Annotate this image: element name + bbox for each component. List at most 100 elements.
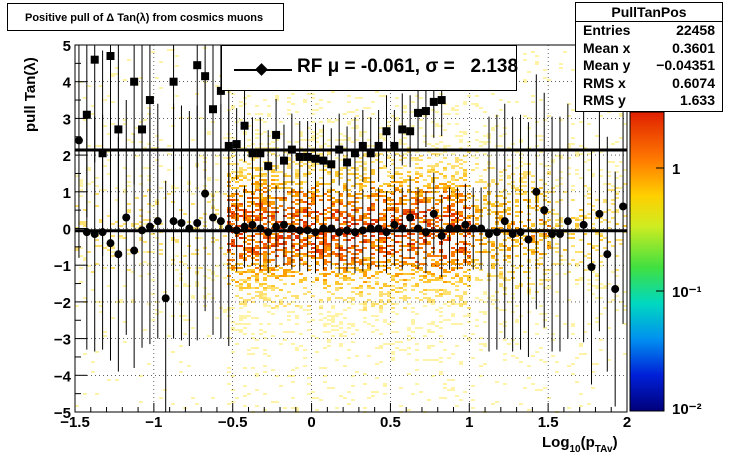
density-cell xyxy=(107,95,111,97)
density-cell xyxy=(407,327,411,329)
density-cell xyxy=(531,283,535,285)
density-cell xyxy=(239,317,243,319)
density-cell xyxy=(491,303,495,305)
density-cell xyxy=(311,93,315,95)
density-cell xyxy=(415,369,419,371)
density-cell xyxy=(343,397,347,399)
y-tick-label: 3 xyxy=(63,111,71,128)
stats-label: Entries xyxy=(583,22,631,38)
density-cell xyxy=(111,317,115,319)
density-cell xyxy=(103,267,107,269)
density-cell xyxy=(271,245,275,247)
density-cell xyxy=(507,257,511,259)
density-cell xyxy=(267,237,271,239)
density-cell xyxy=(263,253,267,255)
density-cell xyxy=(579,353,583,355)
density-cell xyxy=(607,359,611,361)
density-cell xyxy=(543,237,547,239)
density-cell xyxy=(339,245,343,247)
density-cell xyxy=(579,153,583,155)
density-cell xyxy=(291,275,295,277)
density-cell xyxy=(431,303,435,305)
density-cell xyxy=(431,135,435,137)
density-cell xyxy=(567,237,571,239)
density-cell xyxy=(563,249,567,251)
density-cell xyxy=(259,271,263,273)
density-cell xyxy=(439,357,443,359)
density-cell xyxy=(363,301,367,303)
density-cell xyxy=(115,67,119,69)
profile-point-circle xyxy=(130,246,139,255)
density-cell xyxy=(539,279,543,281)
density-cell xyxy=(299,147,303,149)
density-cell xyxy=(459,361,463,363)
density-cell xyxy=(419,299,423,301)
density-cell xyxy=(567,263,571,265)
density-cell xyxy=(343,279,347,281)
density-cell xyxy=(475,205,479,207)
density-cell xyxy=(131,225,135,227)
density-cell xyxy=(259,195,263,197)
density-cell xyxy=(543,195,547,197)
density-cell xyxy=(259,269,263,271)
density-cell xyxy=(347,111,351,113)
density-cell xyxy=(279,323,283,325)
density-cell xyxy=(283,339,287,341)
density-cell xyxy=(299,253,303,255)
density-cell xyxy=(439,315,443,317)
density-cell xyxy=(363,161,367,163)
density-cell xyxy=(359,287,363,289)
density-cell xyxy=(239,233,243,235)
density-cell xyxy=(559,157,563,159)
profile-point-square xyxy=(240,121,249,130)
density-cell xyxy=(223,277,227,279)
density-cell xyxy=(535,243,539,245)
density-cell xyxy=(371,263,375,265)
density-cell xyxy=(311,187,315,189)
density-cell xyxy=(407,211,411,213)
density-cell xyxy=(215,317,219,319)
density-cell xyxy=(255,317,259,319)
density-cell xyxy=(399,255,403,257)
x-axis-label: Log10(pTAv) xyxy=(542,434,618,455)
density-cell xyxy=(271,275,275,277)
density-cell xyxy=(251,257,255,259)
density-cell xyxy=(275,233,279,235)
density-cell xyxy=(519,403,523,405)
density-cell xyxy=(227,367,231,369)
density-cell xyxy=(207,177,211,179)
density-cell xyxy=(343,263,347,265)
density-cell xyxy=(579,177,583,179)
density-cell xyxy=(443,169,447,171)
density-cell xyxy=(243,323,247,325)
profile-point-circle xyxy=(532,187,541,196)
density-cell xyxy=(147,189,151,191)
density-cell xyxy=(315,189,319,191)
density-cell xyxy=(555,291,559,293)
density-cell xyxy=(587,189,591,191)
density-cell xyxy=(443,319,447,321)
density-cell xyxy=(519,361,523,363)
density-cell xyxy=(447,195,451,197)
density-cell xyxy=(595,317,599,319)
density-cell xyxy=(263,197,267,199)
density-cell xyxy=(247,239,251,241)
density-cell xyxy=(299,207,303,209)
density-cell xyxy=(443,147,447,149)
density-cell xyxy=(483,203,487,205)
density-cell xyxy=(243,169,247,171)
density-cell xyxy=(451,195,455,197)
density-cell xyxy=(455,405,459,407)
density-cell xyxy=(483,251,487,253)
density-cell xyxy=(123,79,127,81)
density-cell xyxy=(471,103,475,105)
density-cell xyxy=(339,333,343,335)
density-cell xyxy=(391,311,395,313)
density-cell xyxy=(327,299,331,301)
density-cell xyxy=(167,153,171,155)
density-cell xyxy=(311,243,315,245)
density-cell xyxy=(331,305,335,307)
density-cell xyxy=(463,161,467,163)
density-cell xyxy=(343,269,347,271)
density-cell xyxy=(291,283,295,285)
